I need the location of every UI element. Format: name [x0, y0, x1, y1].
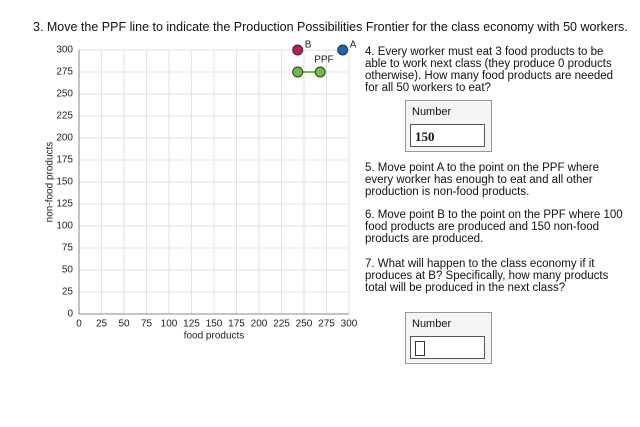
- x-tick-label: 50: [118, 319, 130, 330]
- answer-box: Number: [405, 312, 492, 364]
- x-tick-label: 125: [183, 319, 200, 330]
- ppf-label: PPF: [314, 55, 333, 66]
- point: [292, 44, 304, 56]
- y-tick-label: 0: [67, 309, 73, 320]
- answer-label: Number: [412, 106, 452, 118]
- x-tick-label: 150: [206, 319, 223, 330]
- x-tick-label: 200: [251, 319, 268, 330]
- x-tick-label: 300: [341, 319, 358, 330]
- x-axis-label: food products: [184, 331, 245, 342]
- question-text: 7. What will happen to the class economy…: [365, 258, 609, 294]
- cursor-icon: [415, 341, 425, 356]
- x-tick-label: 175: [228, 319, 245, 330]
- y-axis-label: non-food products: [45, 142, 56, 223]
- x-tick-label: 75: [141, 319, 153, 330]
- y-tick-label: 150: [56, 177, 73, 188]
- y-tick-label: 25: [62, 287, 74, 298]
- answer-label: Number: [412, 318, 452, 330]
- point-label: A: [350, 40, 357, 51]
- y-tick-label: 225: [56, 111, 73, 122]
- y-tick-label: 50: [62, 265, 74, 276]
- question-text: 6. Move point B to the point on the PPF …: [365, 209, 623, 245]
- y-tick-label: 300: [56, 45, 73, 56]
- point-label: B: [305, 40, 312, 51]
- x-tick-label: 100: [161, 319, 178, 330]
- question-title: 3. Move the PPF line to indicate the Pro…: [33, 20, 628, 34]
- question-text: 4. Every worker must eat 3 food products…: [365, 46, 614, 94]
- y-tick-label: 75: [62, 243, 74, 254]
- chart: 0 25 50 75 100 125 150 175 200 225 250 275 300 0 25 50 7…: [45, 40, 358, 342]
- y-tick-label: 175: [56, 155, 73, 166]
- y-tick-label: 275: [56, 67, 73, 78]
- x-tick-label: 275: [318, 319, 335, 330]
- x-tick-label: 250: [296, 319, 313, 330]
- answer-input[interactable]: [410, 336, 485, 359]
- y-tick-label: 250: [56, 89, 73, 100]
- answer-box: Number 150: [405, 100, 492, 152]
- y-tick-label: 125: [56, 199, 73, 210]
- x-tick-label: 0: [76, 319, 82, 330]
- answer-input[interactable]: 150: [410, 124, 485, 147]
- y-tick-label: 200: [56, 133, 73, 144]
- question-text: 5. Move point A to the point on the PPF …: [365, 162, 599, 198]
- y-tick-label: 100: [56, 221, 73, 232]
- x-tick-label: 25: [96, 319, 108, 330]
- point: [337, 44, 349, 56]
- x-tick-label: 225: [273, 319, 290, 330]
- ppf-point: [292, 66, 304, 78]
- ppf-point: [314, 66, 326, 78]
